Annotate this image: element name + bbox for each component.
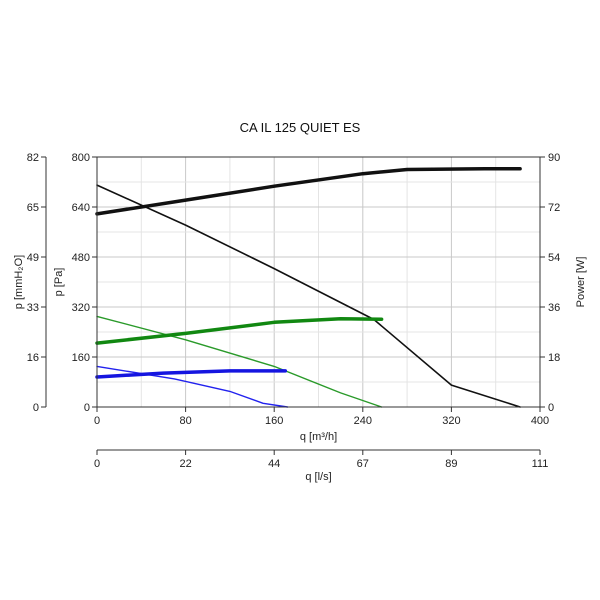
y-power-axis-tick-label: 0 <box>548 402 554 414</box>
x-axis-tick-label: 0 <box>94 415 100 427</box>
y-power-axis-label: Power [W] <box>575 257 587 308</box>
y-power-axis-tick-label: 90 <box>548 152 560 164</box>
y-mmh2o-axis-tick-label: 33 <box>27 302 39 314</box>
x-axis-tick-label: 240 <box>354 415 372 427</box>
y-pa-axis-tick-label: 160 <box>72 352 90 364</box>
pressure-curve-green <box>96 315 383 408</box>
secondary-x-axis-tick-label: 22 <box>179 458 191 470</box>
y-power-axis-tick-label: 72 <box>548 202 560 214</box>
y-pa-axis-tick-label: 640 <box>72 202 90 214</box>
x-axis-tick-label: 320 <box>442 415 460 427</box>
y-pa-axis-tick-label: 320 <box>72 302 90 314</box>
y-pa-axis-tick-label: 480 <box>72 252 90 264</box>
y-power-axis-tick-label: 54 <box>548 252 560 264</box>
secondary-x-axis-tick-label: 67 <box>357 458 369 470</box>
y-mmh2o-axis-tick-label: 65 <box>27 202 39 214</box>
grid <box>97 157 540 407</box>
y-mmh2o-axis-tick-label: 0 <box>33 402 39 414</box>
secondary-x-axis-tick-label: 0 <box>94 458 100 470</box>
secondary-x-axis-tick-label: 111 <box>532 458 549 470</box>
secondary-x-axis-label: q [l/s] <box>305 471 331 483</box>
chart-title: CA IL 125 QUIET ES <box>240 120 361 135</box>
pressure-curve-black <box>96 184 521 408</box>
x-axis-tick-label: 160 <box>265 415 283 427</box>
plot-frame <box>96 156 541 408</box>
y-power-axis-tick-label: 36 <box>548 302 560 314</box>
power-curve-green <box>95 316 384 345</box>
x-axis-tick-label: 80 <box>179 415 191 427</box>
y-mmh2o-axis-tick-label: 16 <box>27 352 39 364</box>
x-axis-tick-label: 400 <box>531 415 549 427</box>
series-layer <box>95 166 522 408</box>
y-pa-axis-tick-label: 800 <box>72 152 90 164</box>
y-mmh2o-axis-tick-label: 82 <box>27 152 39 164</box>
y-pa-axis-label: p [Pa] <box>53 268 65 297</box>
y-mmh2o-axis-tick-label: 49 <box>27 252 39 264</box>
y-power-axis-tick-label: 18 <box>548 352 560 364</box>
secondary-x-axis-tick-label: 44 <box>268 458 280 470</box>
y-mmh2o-axis-label: p [mmH₂O] <box>13 255 25 309</box>
y-pa-axis-tick-label: 0 <box>84 402 90 414</box>
power-curve-blue <box>95 369 288 379</box>
x-axis-label: q [m³/h] <box>300 431 337 443</box>
power-curve-black <box>95 166 522 216</box>
secondary-x-axis-tick-label: 89 <box>445 458 457 470</box>
